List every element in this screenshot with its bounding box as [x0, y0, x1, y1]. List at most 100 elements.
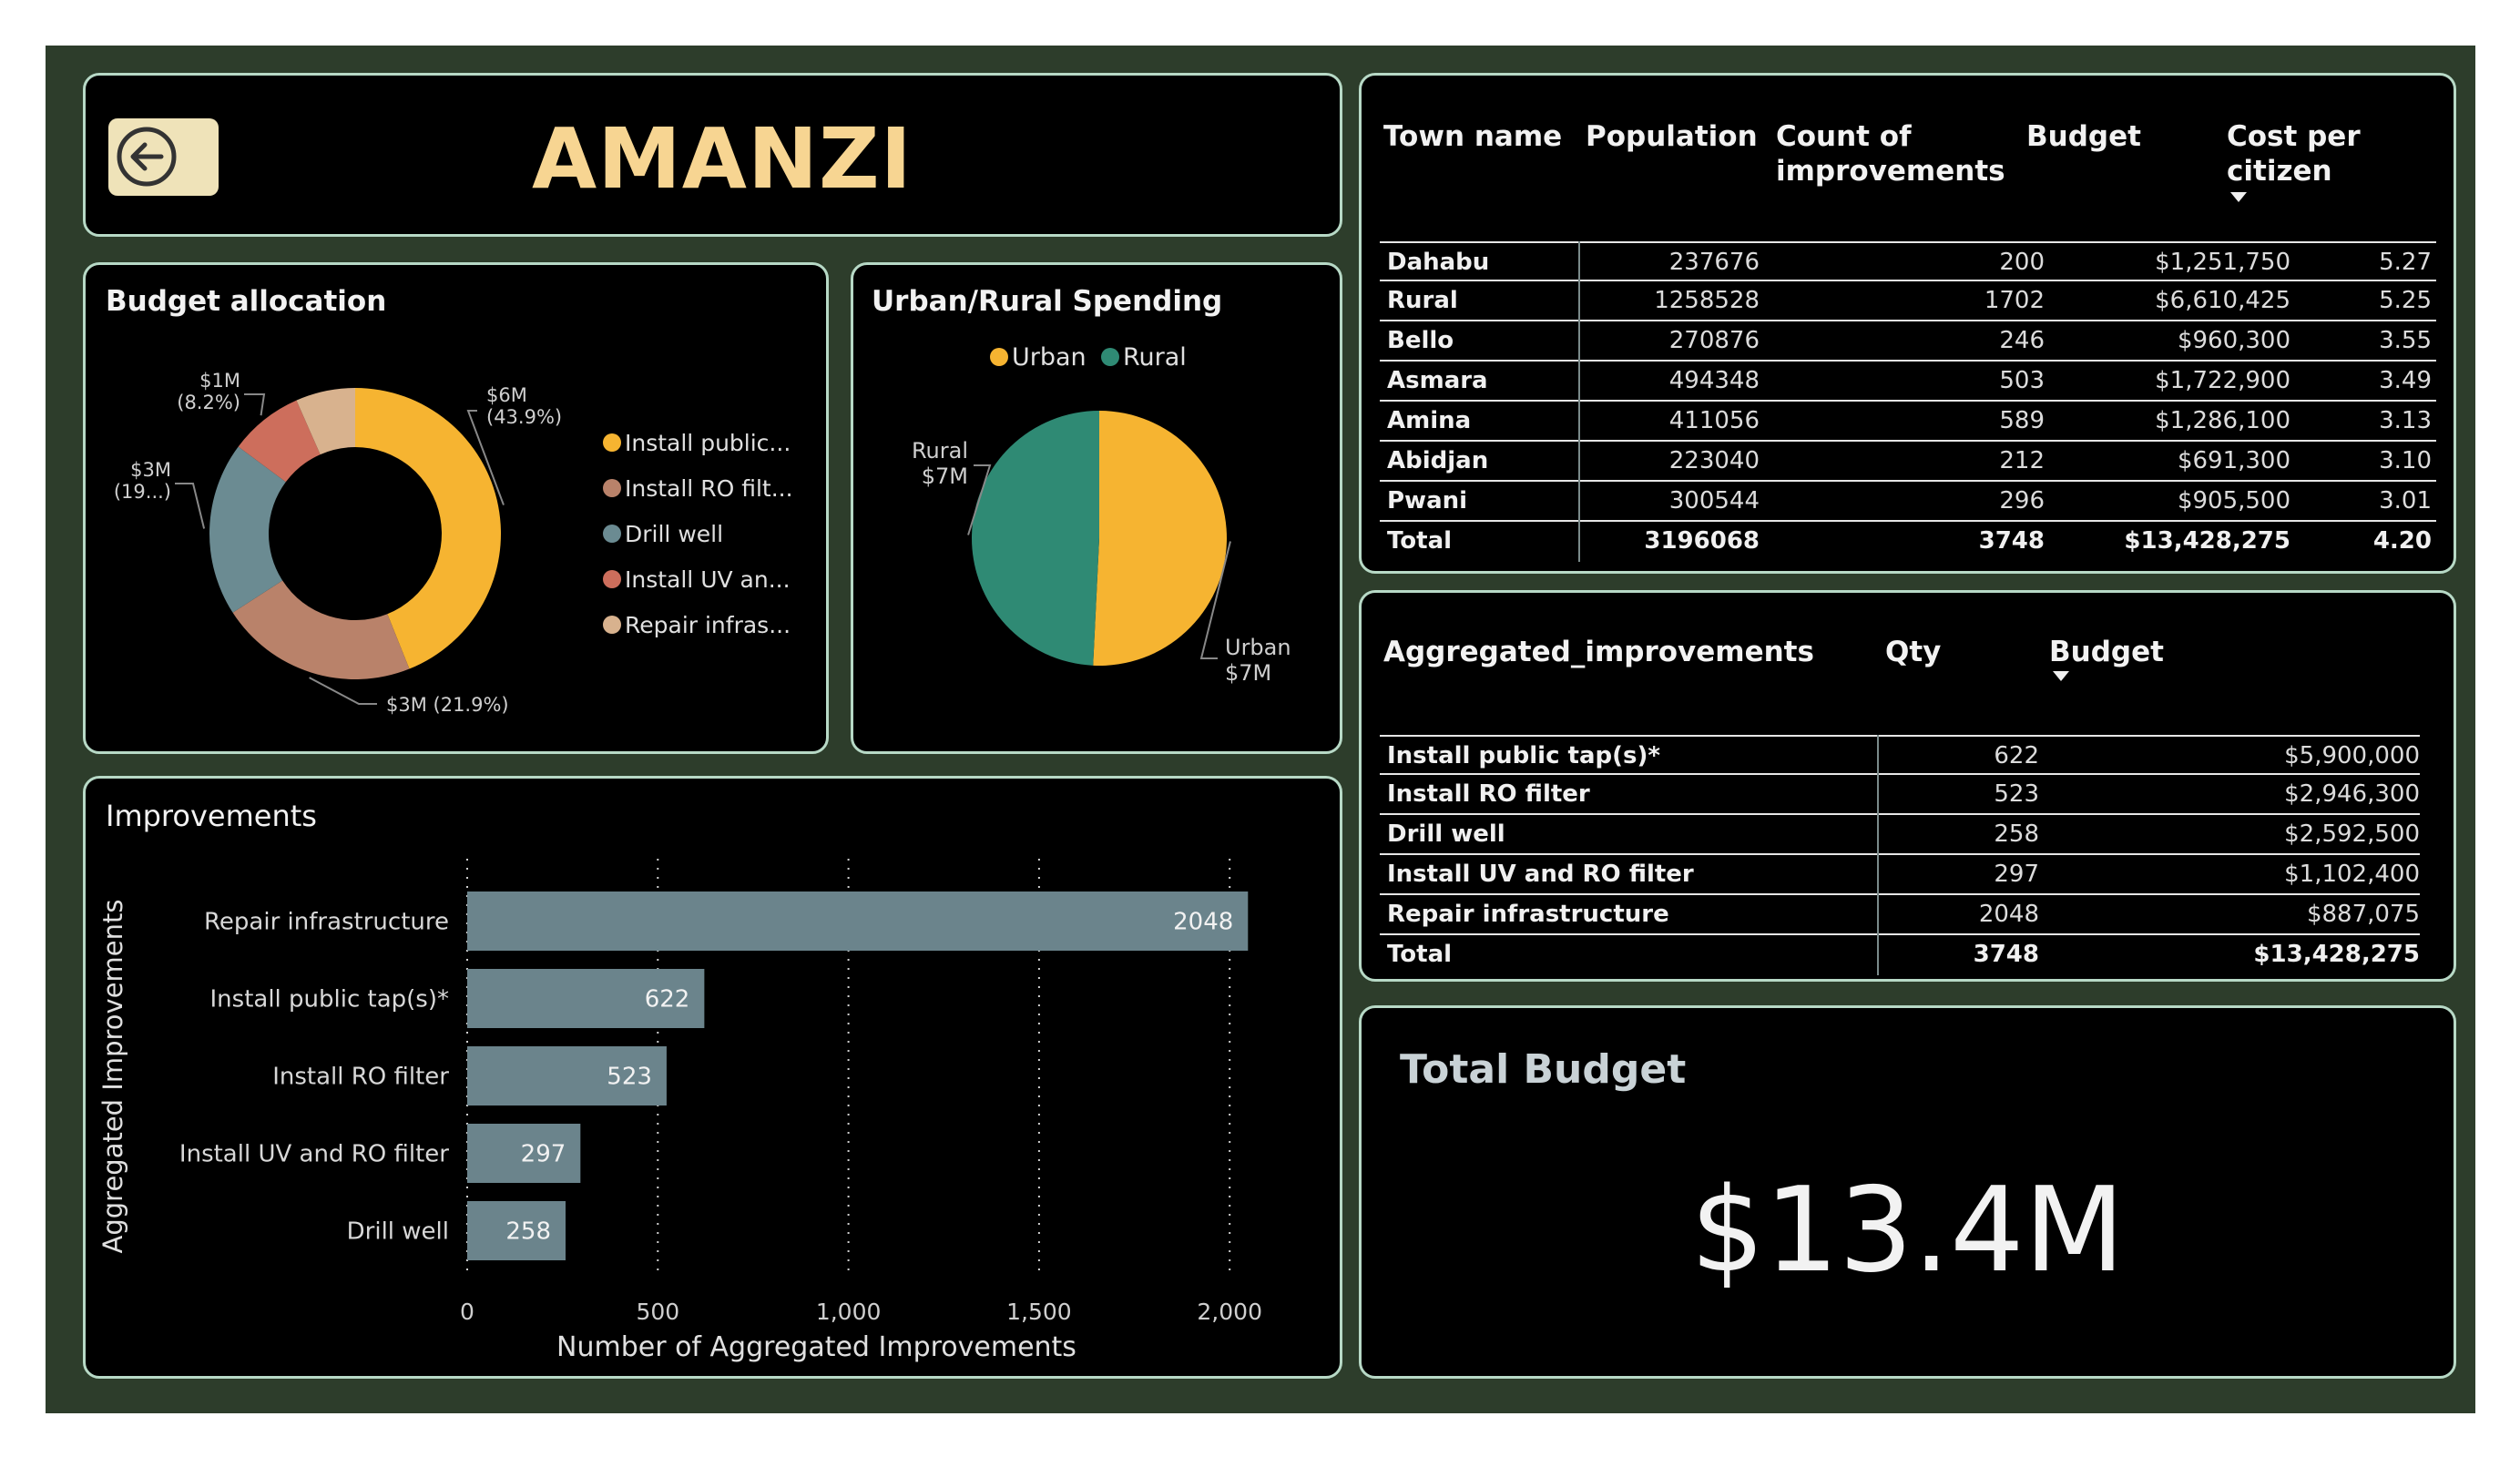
donut-slice-2[interactable]: [209, 446, 286, 613]
table-total-row[interactable]: Total 3196068 3748 $13,428,275 4.20: [1380, 522, 2436, 562]
budget-cell: $13,428,275: [2253, 941, 2420, 968]
urban-rural-panel: Urban/Rural Spending Urban Rural Urban $7M R…: [851, 262, 1342, 754]
cost-cell: 3.13: [2379, 407, 2432, 434]
legend-dot: [603, 433, 621, 452]
table-row[interactable]: Install UV and RO filter 297 $1,102,400: [1380, 855, 2420, 895]
town-name-cell: Abidjan: [1387, 447, 1489, 474]
population-cell: 3196068: [1644, 527, 1760, 555]
population-cell: 300544: [1668, 487, 1760, 515]
col-header-qty[interactable]: Qty: [1885, 636, 1942, 668]
budget-allocation-panel: Budget allocation $6M (43.9%) $3M (21.9%) $…: [83, 262, 829, 754]
table-row[interactable]: Bello 270876 246 $960,300 3.55: [1380, 321, 2436, 362]
improvements-bar-chart: 0 500 1,000 1,500 2,000 2048 Repair infrastruc…: [97, 859, 1262, 1363]
table-row[interactable]: Drill well 258 $2,592,500: [1380, 815, 2420, 855]
y-category-label: Install UV and RO filter: [179, 1141, 449, 1168]
col-header-count[interactable]: Count of improvements: [1776, 120, 2005, 188]
improvement-name-cell: Drill well: [1387, 820, 1505, 848]
bar-value-label: 622: [645, 986, 690, 1014]
aggregated-table: Aggregated_improvements Qty Budget Insta…: [1380, 635, 2436, 975]
donut-slice-1[interactable]: [232, 580, 410, 679]
town-name-cell: Asmara: [1387, 367, 1488, 394]
legend-label[interactable]: Drill well: [625, 521, 723, 547]
sort-desc-icon[interactable]: [2053, 671, 2069, 681]
col-header-agg-budget[interactable]: Budget: [2049, 636, 2164, 668]
budget-cell: $2,592,500: [2284, 820, 2420, 848]
donut-slice-3[interactable]: [238, 400, 321, 483]
slice-label: Urban $7M: [1225, 635, 1291, 686]
legend-label[interactable]: Install public...: [625, 430, 791, 456]
qty-cell: 523: [1994, 780, 2039, 808]
budget-cell: $6,610,425: [2155, 287, 2290, 314]
budget-cell: $960,300: [2177, 327, 2290, 354]
town-name-cell: Pwani: [1387, 487, 1468, 515]
total-budget-value: $13.4M: [1690, 1163, 2125, 1299]
town-table: Town name Population Count of improvemen…: [1380, 119, 2436, 562]
population-cell: 223040: [1668, 447, 1760, 474]
x-tick-label: 2,000: [1197, 1299, 1262, 1325]
legend-label[interactable]: Install RO filt...: [625, 475, 793, 502]
budget-cell: $1,286,100: [2155, 407, 2290, 434]
bar-value-label: 258: [505, 1218, 551, 1246]
count-cell: 246: [1999, 327, 2045, 354]
header-panel: AMANZI: [83, 73, 1342, 237]
bar-2[interactable]: [467, 1046, 667, 1105]
table-row[interactable]: Abidjan 223040 212 $691,300 3.10: [1380, 442, 2436, 482]
slice-label: Rural $7M: [912, 438, 968, 489]
pie-slice-urban[interactable]: [1093, 411, 1228, 666]
count-cell: 296: [1999, 487, 2045, 515]
sort-desc-icon[interactable]: [2230, 192, 2247, 202]
legend-dot: [1101, 348, 1119, 366]
col-header-town[interactable]: Town name: [1383, 120, 1563, 153]
cost-cell: 3.10: [2379, 447, 2432, 474]
town-name-cell: Total: [1387, 527, 1453, 555]
total-budget-panel: Total Budget $13.4M: [1359, 1005, 2456, 1379]
column-divider: [1877, 735, 1879, 975]
legend-label[interactable]: Urban: [1012, 343, 1087, 372]
improvements-panel: Improvements 0 500 1,000 1,500 2,000 2048 Repa…: [83, 776, 1342, 1379]
qty-cell: 2048: [1978, 901, 2039, 928]
cost-cell: 3.55: [2379, 327, 2432, 354]
slice-leader-line: [175, 483, 206, 529]
legend-label[interactable]: Rural: [1123, 343, 1187, 372]
donut-slice-4[interactable]: [296, 388, 355, 455]
back-button[interactable]: [108, 118, 219, 196]
budget-cell: $13,428,275: [2124, 527, 2290, 555]
table-row[interactable]: Rural 1258528 1702 $6,610,425 5.25: [1380, 281, 2436, 321]
col-header-budget[interactable]: Budget: [2026, 120, 2141, 153]
bar-3[interactable]: [467, 1124, 581, 1183]
table-total-row[interactable]: Total 3748 $13,428,275: [1380, 935, 2420, 975]
legend-label[interactable]: Repair infras...: [625, 612, 791, 638]
col-header-aggregated[interactable]: Aggregated_improvements: [1383, 636, 1814, 668]
table-row[interactable]: Install public tap(s)* 622 $5,900,000: [1380, 735, 2420, 775]
bar-4[interactable]: [467, 1201, 566, 1260]
legend-label[interactable]: Install UV an...: [625, 566, 791, 593]
table-row[interactable]: Repair infrastructure 2048 $887,075: [1380, 895, 2420, 935]
col-header-cost-per-citizen[interactable]: Cost per citizen: [2227, 120, 2361, 188]
table-row[interactable]: Install RO filter 523 $2,946,300: [1380, 775, 2420, 815]
bar-value-label: 523: [607, 1064, 652, 1091]
bar-1[interactable]: [467, 969, 705, 1028]
population-cell: 270876: [1668, 327, 1760, 354]
table-row[interactable]: Dahabu 237676 200 $1,251,750 5.27: [1380, 241, 2436, 281]
x-tick-label: 500: [636, 1299, 679, 1325]
legend-dot: [603, 570, 621, 588]
budget-cell: $5,900,000: [2284, 742, 2420, 769]
slice-leader-line: [466, 410, 505, 505]
pie-slice-rural[interactable]: [972, 411, 1099, 666]
table-row[interactable]: Pwani 300544 296 $905,500 3.01: [1380, 482, 2436, 522]
table-row[interactable]: Amina 411056 589 $1,286,100 3.13: [1380, 402, 2436, 442]
x-tick-label: 1,500: [1006, 1299, 1072, 1325]
slice-leader-line: [1199, 541, 1231, 659]
bar-0[interactable]: [467, 892, 1249, 951]
population-cell: 1258528: [1654, 287, 1760, 314]
col-header-population[interactable]: Population: [1586, 120, 1758, 153]
y-axis-title: Aggregated Improvements: [97, 900, 128, 1254]
donut-slice-0[interactable]: [355, 388, 502, 669]
qty-cell: 622: [1994, 742, 2039, 769]
app-title: AMANZI: [532, 110, 913, 208]
town-table-panel: Town name Population Count of improvemen…: [1359, 73, 2456, 574]
total-budget-title: Total Budget: [1400, 1046, 1687, 1093]
table-row[interactable]: Asmara 494348 503 $1,722,900 3.49: [1380, 362, 2436, 402]
column-divider: [1578, 241, 1580, 562]
improvement-name-cell: Install public tap(s)*: [1387, 742, 1660, 769]
